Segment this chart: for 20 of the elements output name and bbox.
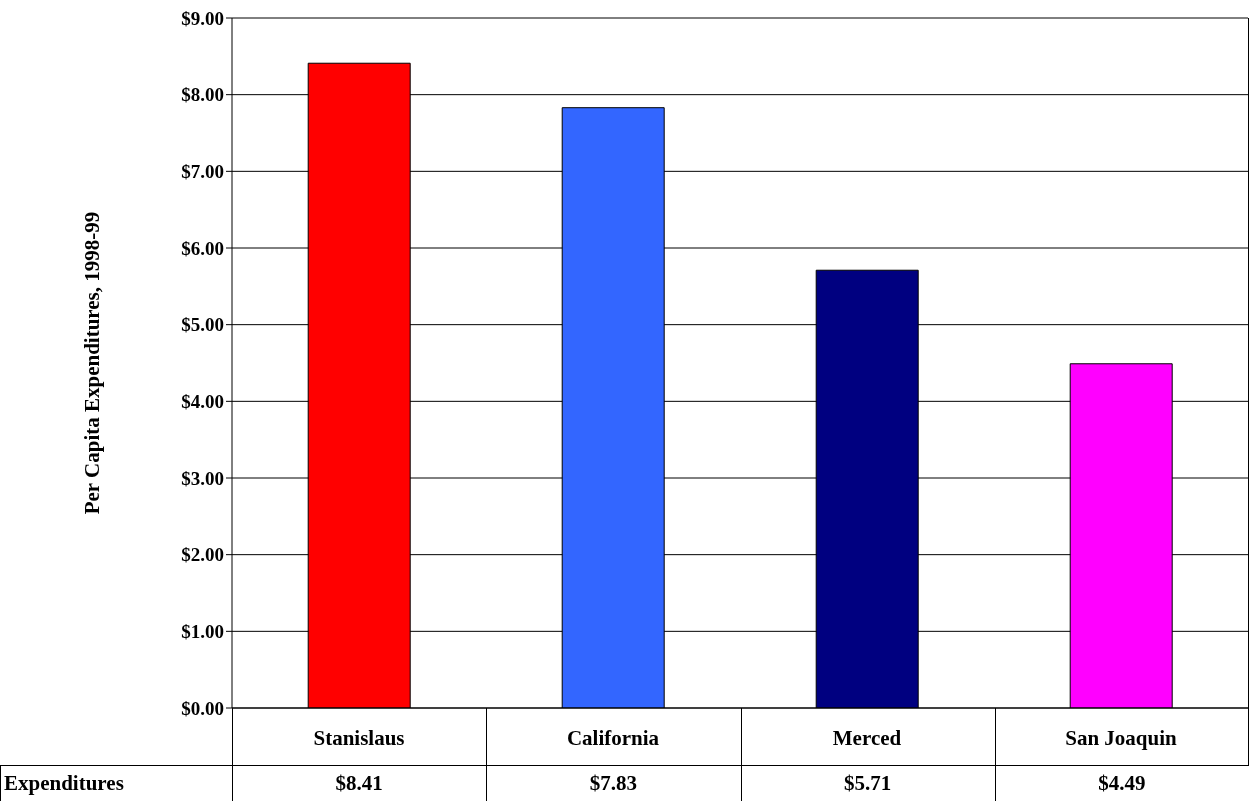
y-tick-label: $8.00 xyxy=(181,84,224,106)
data-label: $8.41 xyxy=(334,771,384,796)
data-label: $7.83 xyxy=(588,771,638,796)
y-tick-label: $6.00 xyxy=(181,237,224,259)
y-tick-label: $7.00 xyxy=(181,161,224,183)
x-tick-label: Merced xyxy=(832,725,902,750)
data-label: $5.71 xyxy=(843,771,893,796)
y-tick-label: $0.00 xyxy=(181,697,224,719)
x-tick-label: California xyxy=(566,725,660,750)
y-tick-label: $2.00 xyxy=(181,544,224,566)
y-axis-title: Per Capita Expenditures, 1998-99 xyxy=(80,211,105,515)
x-tick-label: San Joaquin xyxy=(1065,725,1178,750)
data-label: $4.49 xyxy=(1097,771,1147,796)
x-tick-label: Stanislaus xyxy=(313,725,405,750)
text: Expenditures xyxy=(4,771,124,796)
y-tick-label: $9.00 xyxy=(181,7,224,29)
y-tick-label: $1.00 xyxy=(181,621,224,643)
y-tick-label: $4.00 xyxy=(181,391,224,413)
y-tick-label: $5.00 xyxy=(181,314,224,336)
y-tick-label: $3.00 xyxy=(181,467,224,489)
